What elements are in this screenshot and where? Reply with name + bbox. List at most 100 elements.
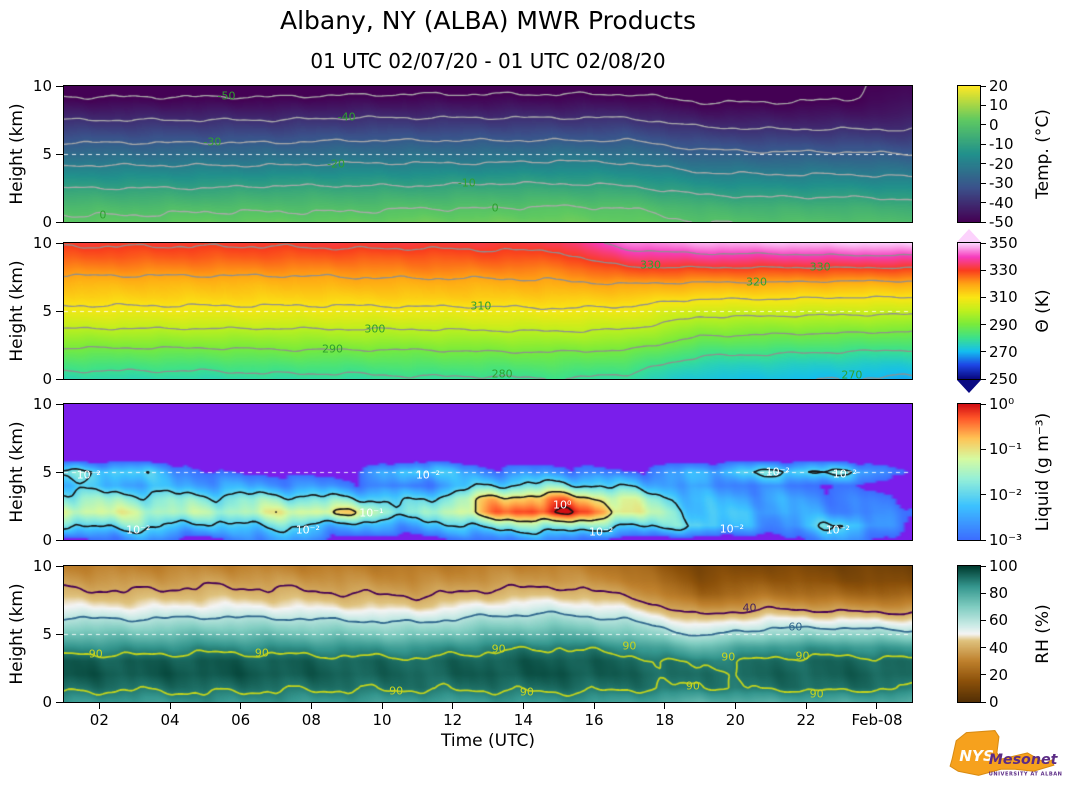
colorbar-tick-label: 350 xyxy=(989,234,1018,252)
logo-text-mesonet: Mesonet xyxy=(989,752,1059,768)
colorbar-tick xyxy=(981,269,986,271)
colorbar-tick xyxy=(981,565,986,567)
liquid_water-contour-label: 10⁻² xyxy=(832,467,857,481)
x-tick xyxy=(98,703,100,709)
liquid_water-contour-label: 10⁻² xyxy=(765,465,790,479)
y-tick xyxy=(56,701,63,703)
liquid-water-colorbar xyxy=(957,403,981,541)
y-tick-label: 0 xyxy=(42,693,52,711)
y-tick xyxy=(56,633,63,635)
liquid_water-contour-label: 10⁻² xyxy=(76,468,101,482)
potential_temperature-contour-label: 280 xyxy=(491,367,513,381)
y-tick xyxy=(56,85,63,87)
colorbar-tick xyxy=(981,124,986,126)
colorbar-tick-label: 0 xyxy=(989,693,999,711)
theta-colorbar-upper-arrow xyxy=(957,229,981,242)
x-tick xyxy=(240,703,242,709)
x-tick-label: 08 xyxy=(301,711,321,729)
potential_temperature-contour-label: 270 xyxy=(841,368,863,382)
colorbar-tick-label: 100 xyxy=(989,557,1018,575)
logo-text-nys: NYS xyxy=(959,747,994,765)
x-tick xyxy=(310,703,312,709)
colorbar-tick xyxy=(981,182,986,184)
colorbar-tick-label: 20 xyxy=(989,77,1009,95)
y-tick-label: 0 xyxy=(42,531,52,549)
colorbar-tick xyxy=(981,378,986,380)
y-tick-label: 5 xyxy=(42,145,52,163)
relative_humidity-contour-label: 90 xyxy=(685,679,700,693)
colorbar-tick-label: 60 xyxy=(989,611,1009,630)
x-tick-label: 20 xyxy=(725,711,745,729)
colorbar-tick xyxy=(981,163,986,165)
y-axis-label-temperature: Height (km) xyxy=(7,103,27,205)
x-axis-label: Time (UTC) xyxy=(441,731,535,751)
y-tick xyxy=(56,471,63,473)
colorbar-tick xyxy=(981,403,986,405)
liquid_water-contour-label: 10⁻² xyxy=(719,522,744,536)
colorbar-tick-label: 330 xyxy=(989,261,1018,280)
relative_humidity-contour-label: 40 xyxy=(742,601,757,615)
colorbar-tick-label: 10 xyxy=(989,96,1009,115)
liquid_water-contour-label: 10⁻¹ xyxy=(359,506,384,520)
relative_humidity-contour-label: 90 xyxy=(622,639,637,653)
y-tick xyxy=(56,565,63,567)
relative_humidity-contour-label: 90 xyxy=(88,647,103,661)
y-tick-label: 10 xyxy=(32,77,52,95)
page-subtitle: 01 UTC 02/07/20 - 01 UTC 02/08/20 xyxy=(310,49,666,73)
colorbar-label-rh: RH (%) xyxy=(1033,604,1053,664)
liquid_water-contour-label: 10⁻² xyxy=(415,468,441,482)
colorbar-label-liquid: Liquid (g m⁻³) xyxy=(1033,412,1053,532)
temperature-heatmap-canvas xyxy=(64,86,912,222)
temperature-contour-label: -50 xyxy=(217,89,236,103)
y-tick-label: 10 xyxy=(32,395,52,413)
x-tick xyxy=(522,703,524,709)
y-tick xyxy=(56,539,63,541)
x-tick xyxy=(452,703,454,709)
colorbar-label-theta: Θ (K) xyxy=(1033,289,1053,333)
relative-humidity-colorbar xyxy=(957,565,981,703)
colorbar-tick-label: -40 xyxy=(989,193,1014,212)
y-tick-label: 10 xyxy=(32,234,52,252)
colorbar-tick-label: 10⁻³ xyxy=(989,531,1023,549)
x-tick xyxy=(169,703,171,709)
colorbar-tick-label: 270 xyxy=(989,342,1018,361)
liquid_water-contour-label: 10⁻² xyxy=(588,525,614,539)
ny-state-shape xyxy=(949,730,1055,776)
colorbar-tick xyxy=(981,539,986,541)
relative_humidity-contour-label: 60 xyxy=(788,620,803,634)
temperature-contour-label: 0 xyxy=(491,201,499,215)
mesonet-logo-graphic: NYS Mesonet UNIVERSITY AT ALBANY xyxy=(949,730,1066,777)
colorbar-tick xyxy=(981,701,986,703)
x-axis-date-label: Feb-08 xyxy=(851,711,903,729)
liquid-water-heatmap-canvas xyxy=(64,404,912,540)
colorbar-tick xyxy=(981,647,986,649)
x-tick xyxy=(381,703,383,709)
panel-liquid-water xyxy=(63,403,913,541)
temperature-contour-label: 0 xyxy=(99,208,107,222)
relative_humidity-contour-label: 90 xyxy=(809,687,824,701)
y-tick-label: 5 xyxy=(42,625,52,643)
colorbar-tick xyxy=(981,85,986,87)
relative-humidity-heatmap-canvas xyxy=(64,566,912,702)
colorbar-tick xyxy=(981,242,986,244)
y-tick-label: 10 xyxy=(32,557,52,575)
temperature-contour-label: -10 xyxy=(457,176,476,190)
colorbar-tick-label: 20 xyxy=(989,665,1009,684)
liquid_water-contour-label: 10⁻² xyxy=(825,523,850,537)
potential-temperature-colorbar xyxy=(957,242,981,380)
potential_temperature-contour-label: 300 xyxy=(364,322,386,336)
temperature-colorbar xyxy=(957,85,981,223)
x-tick xyxy=(593,703,595,709)
relative_humidity-contour-label: 90 xyxy=(721,650,736,664)
x-tick-label: 04 xyxy=(160,711,180,729)
y-axis-label-rh: Height (km) xyxy=(7,583,27,685)
potential_temperature-contour-label: 290 xyxy=(322,342,344,356)
x-tick-label: 16 xyxy=(584,711,604,729)
x-tick-label: 22 xyxy=(796,711,816,729)
colorbar-tick xyxy=(981,296,986,298)
potential_temperature-contour-label: 330 xyxy=(640,258,662,272)
relative_humidity-contour-label: 90 xyxy=(254,646,269,660)
liquid_water-contour-label: 10⁻² xyxy=(126,523,151,537)
x-tick-label: 12 xyxy=(443,711,463,729)
